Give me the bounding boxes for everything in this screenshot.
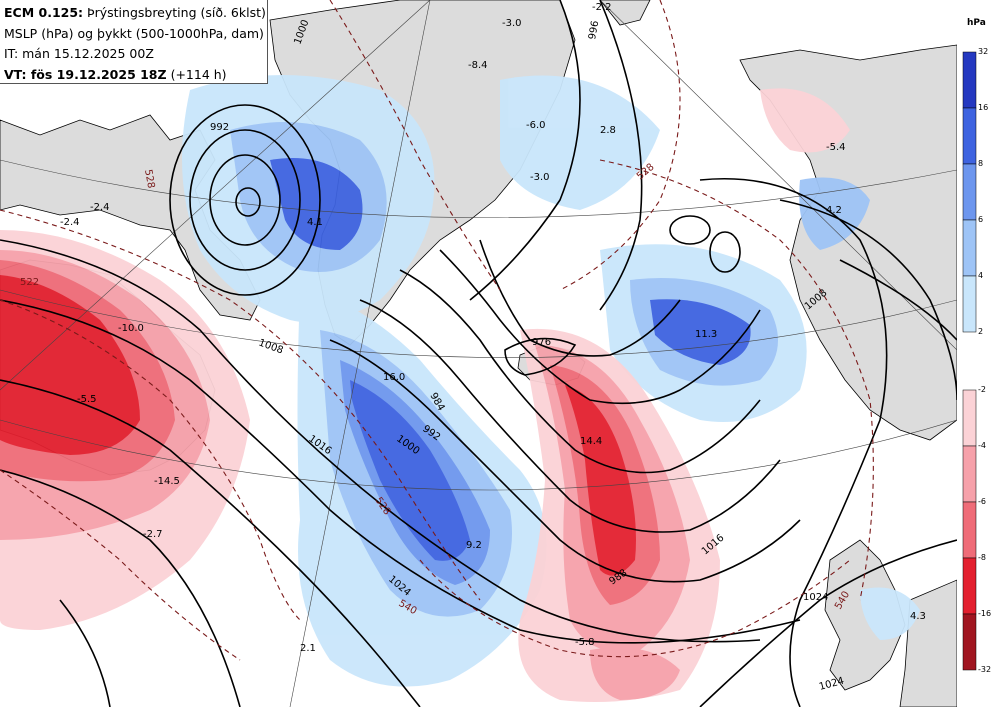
valid-time-line: VT: fös 19.12.2025 18Z (+114 h)	[4, 65, 267, 86]
thickness-label: 528	[142, 169, 156, 190]
legend-label: 8	[978, 159, 984, 168]
change-label: -3.0	[530, 172, 550, 183]
isobar-label: 996	[587, 20, 601, 41]
isobars	[0, 0, 957, 707]
legend-label: -6	[978, 497, 986, 506]
rise-colorbar	[962, 51, 977, 333]
change-label: 4.2	[826, 205, 842, 216]
thickness-label: 522	[20, 277, 39, 288]
change-label: -2.7	[143, 529, 163, 540]
init-time: IT: mán 15.12.2025 00Z	[4, 46, 154, 61]
map-info-box: ECM 0.125: Þrýstingsbreyting (síð. 6klst…	[0, 0, 268, 84]
change-label: 4.3	[910, 611, 926, 622]
change-label: -10.0	[118, 323, 144, 334]
change-label: 2.1	[300, 643, 316, 654]
weather-map: 1000 996 992 1008 1016 1000 992 984 976 …	[0, 0, 957, 707]
legend-label: -8	[978, 553, 986, 562]
change-label: -8.4	[468, 60, 488, 71]
change-label: -2.4	[90, 202, 110, 213]
fall-colorbar	[962, 389, 977, 671]
legend-label: 16	[978, 103, 989, 112]
thickness-lines	[0, 0, 874, 661]
change-label: 11.3	[695, 329, 717, 340]
legend-label: 2	[978, 327, 984, 336]
colorbar	[962, 51, 977, 671]
pressure-rise-shading	[182, 75, 920, 687]
change-label: -5.8	[575, 637, 595, 648]
change-label: 16.0	[383, 372, 405, 383]
colorbar-legend: hPa 32 16 8 6 4 2 -2 -4 -6 -8 -16 -32	[957, 0, 1000, 707]
legend-label: -4	[978, 441, 986, 450]
legend-label: -2	[978, 385, 986, 394]
lead-time: (+114 h)	[170, 66, 227, 82]
legend-label: 32	[978, 47, 989, 56]
model-name: ECM 0.125:	[4, 5, 84, 20]
legend-label: 6	[978, 215, 984, 224]
map-title: Þrýstingsbreyting (síð. 6klst)	[87, 5, 266, 20]
change-label: 14.4	[580, 436, 602, 447]
change-label: 9.2	[466, 540, 482, 551]
isobar-label: 992	[210, 122, 229, 133]
change-label: -6.0	[526, 120, 546, 131]
change-label: 4.1	[307, 217, 323, 228]
fields-line: MSLP (hPa) og þykkt (500-1000hPa, dam)	[4, 25, 264, 41]
change-label: -2.2	[592, 2, 612, 13]
change-label: -5.5	[77, 394, 97, 405]
isobar-label: 1024	[803, 592, 828, 603]
change-label: -2.4	[60, 217, 80, 228]
land-svalbard	[599, 0, 651, 26]
change-label: -5.4	[826, 142, 846, 153]
legend-label: -32	[978, 665, 992, 674]
legend-label: -16	[978, 609, 992, 618]
pressure-change-labels: -3.0 -2.2 -8.4 -6.0 -2.4 -2.4 2.8 -3.0 -…	[60, 2, 926, 654]
valid-time: VT: fös 19.12.2025 18Z	[4, 66, 167, 82]
legend-label: 4	[978, 271, 984, 280]
isobar-label: 976	[532, 337, 551, 348]
title-line: ECM 0.125: Þrýstingsbreyting (síð. 6klst…	[4, 3, 267, 24]
legend-unit: hPa	[967, 18, 986, 28]
change-label: 2.8	[600, 125, 616, 136]
change-label: -3.0	[502, 18, 522, 29]
change-label: -14.5	[154, 476, 180, 487]
